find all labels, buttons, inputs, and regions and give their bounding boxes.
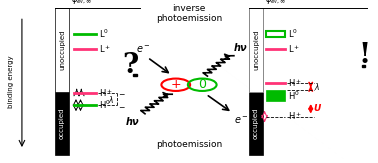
Text: H$^+$: H$^+$ (288, 111, 302, 122)
Text: unoccupied: unoccupied (59, 30, 65, 70)
Text: $\boldsymbol{e^-}$: $\boldsymbol{e^-}$ (234, 115, 249, 126)
Text: $0$: $0$ (198, 78, 207, 91)
Text: $\boldsymbol{h\nu}$: $\boldsymbol{h\nu}$ (233, 41, 248, 53)
Text: unoccupied: unoccupied (253, 30, 259, 70)
Bar (249, 8, 263, 92)
Text: occupied: occupied (253, 107, 259, 139)
Text: binding energy: binding energy (8, 55, 14, 108)
Bar (362, 65, 365, 67)
Text: H$^0$: H$^0$ (99, 99, 111, 111)
Bar (133, 74, 137, 76)
Bar (55, 8, 69, 92)
Text: L$^+$: L$^+$ (99, 43, 112, 55)
Text: $-$: $-$ (118, 101, 126, 110)
Text: $\boldsymbol{h\nu}$: $\boldsymbol{h\nu}$ (125, 115, 140, 127)
Text: H$^+$: H$^+$ (99, 87, 113, 99)
Text: occupied: occupied (59, 107, 65, 139)
Text: L$^+$: L$^+$ (288, 43, 301, 55)
Text: H$^+$: H$^+$ (288, 77, 302, 89)
Bar (266, 90, 285, 101)
Text: photoemission: photoemission (156, 140, 222, 149)
Text: ?: ? (122, 52, 138, 79)
Text: $\lambda$: $\lambda$ (314, 81, 321, 92)
Text: !: ! (359, 42, 371, 69)
Bar (266, 31, 285, 37)
Text: $\lambda$: $\lambda$ (108, 94, 114, 104)
Text: L$^0$: L$^0$ (99, 28, 109, 40)
Text: H$^0$: H$^0$ (288, 89, 300, 102)
Bar (249, 92, 263, 155)
Text: photoemission: photoemission (156, 14, 222, 23)
Text: $\boldsymbol{e^-}$: $\boldsymbol{e^-}$ (136, 44, 151, 55)
Text: $+$: $+$ (170, 78, 181, 91)
Text: L$^0$: L$^0$ (288, 28, 298, 40)
Text: U: U (314, 104, 321, 113)
Text: inverse: inverse (172, 4, 206, 13)
Text: $-$: $-$ (118, 88, 126, 97)
Bar (55, 92, 69, 155)
Text: $\phi_{el,\infty}$: $\phi_{el,\infty}$ (265, 0, 287, 6)
Text: $\phi_{el,\infty}$: $\phi_{el,\infty}$ (71, 0, 93, 6)
